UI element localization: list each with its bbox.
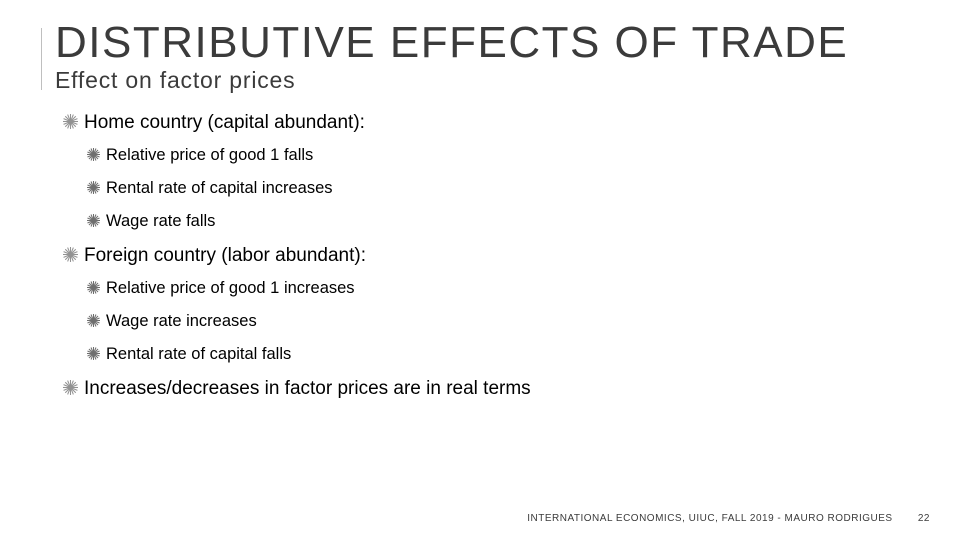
slide-title: DISTRIBUTIVE EFFECTS OF TRADE — [55, 20, 905, 65]
title-rule — [41, 28, 42, 90]
list-item: Rental rate of capital falls — [87, 345, 905, 364]
bullet-text: Home country (capital abundant): — [84, 112, 365, 134]
starburst-icon — [63, 380, 78, 400]
bullet-text: Rental rate of capital increases — [106, 179, 333, 198]
footer-text: INTERNATIONAL ECONOMICS, UIUC, FALL 2019… — [527, 513, 892, 524]
starburst-icon — [87, 281, 100, 299]
list-item: Wage rate increases — [87, 312, 905, 331]
starburst-icon — [87, 181, 100, 199]
footer: INTERNATIONAL ECONOMICS, UIUC, FALL 2019… — [527, 513, 930, 524]
bullet-text: Foreign country (labor abundant): — [84, 245, 366, 267]
bullet-text: Wage rate falls — [106, 212, 215, 231]
slide: DISTRIBUTIVE EFFECTS OF TRADE Effect on … — [0, 0, 960, 540]
bullet-text: Relative price of good 1 increases — [106, 279, 355, 298]
page-number: 22 — [918, 513, 930, 524]
starburst-icon — [87, 314, 100, 332]
list-item: Increases/decreases in factor prices are… — [63, 378, 905, 400]
list-item: Home country (capital abundant): — [63, 112, 905, 134]
bullet-text: Relative price of good 1 falls — [106, 146, 313, 165]
list-item: Rental rate of capital increases — [87, 179, 905, 198]
bullet-text: Wage rate increases — [106, 312, 257, 331]
list-item: Foreign country (labor abundant): — [63, 245, 905, 267]
title-block: DISTRIBUTIVE EFFECTS OF TRADE Effect on … — [55, 20, 905, 94]
list-item: Wage rate falls — [87, 212, 905, 231]
bullet-text: Rental rate of capital falls — [106, 345, 291, 364]
bullet-text: Increases/decreases in factor prices are… — [84, 378, 531, 400]
content-body: Home country (capital abundant): Relativ… — [55, 112, 905, 400]
starburst-icon — [87, 214, 100, 232]
list-item: Relative price of good 1 increases — [87, 279, 905, 298]
starburst-icon — [63, 114, 78, 134]
list-item: Relative price of good 1 falls — [87, 146, 905, 165]
starburst-icon — [87, 148, 100, 166]
slide-subtitle: Effect on factor prices — [55, 67, 905, 94]
starburst-icon — [63, 247, 78, 267]
starburst-icon — [87, 347, 100, 365]
